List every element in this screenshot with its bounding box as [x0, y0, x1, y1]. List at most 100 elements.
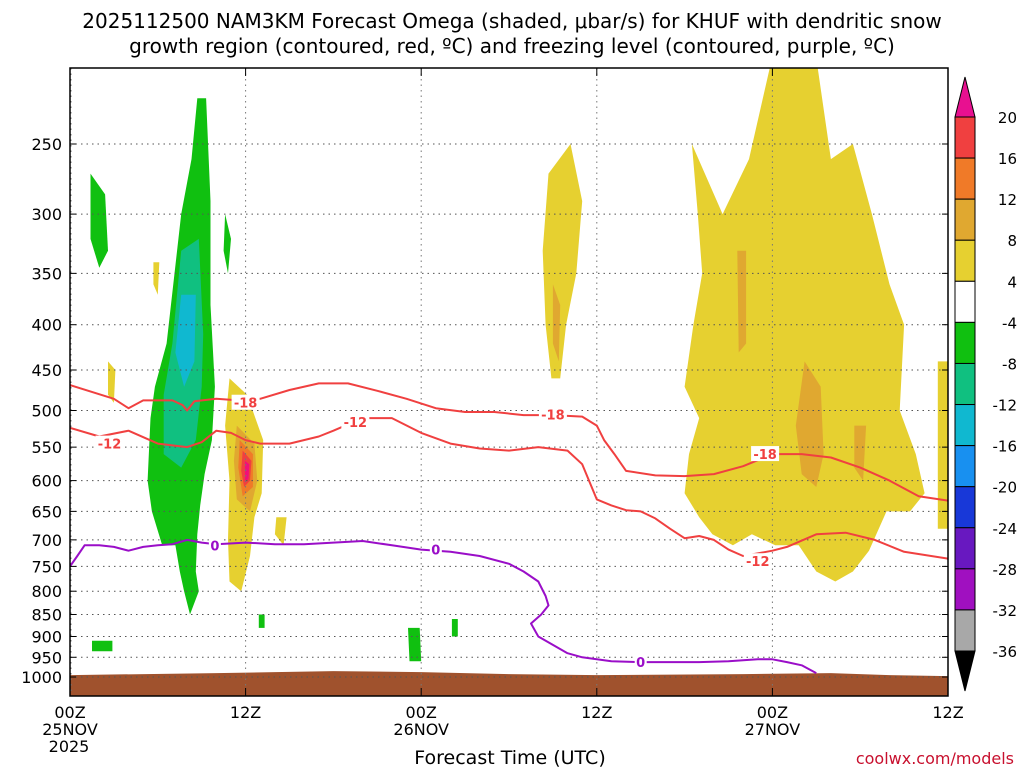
contour-label-4: -18 [753, 448, 777, 463]
contour-label-3: -18 [541, 408, 565, 423]
omega-region-yellow-blob-1 [108, 361, 116, 403]
y-tick-label-350: 350 [31, 264, 62, 283]
y-tick-label-450: 450 [31, 361, 62, 380]
omega-region-cyan-core [175, 294, 196, 387]
y-tick-label-900: 900 [31, 627, 62, 646]
colorbar-top-arrow [954, 76, 976, 118]
contour-label-bg-6 [208, 537, 221, 553]
chart-title-line-2: growth region (contoured, red, ºC) and f… [129, 34, 895, 58]
y-tick-label-600: 600 [31, 472, 62, 491]
plot-area: -18 -12 -12 -18 -18 -12 0 0 0 250 300 350 400 450 500… [21, 67, 964, 756]
colorbar-label-10: -24 [993, 520, 1018, 538]
colorbar-box-5 [954, 321, 976, 364]
contour-zero-line-freezing [70, 538, 817, 674]
omega-region-orange-mid-26nov [552, 284, 561, 362]
y-tick-label-400: 400 [31, 316, 62, 335]
contour-label-bg-7 [429, 541, 442, 557]
x-tick-label-48: 00Z [757, 703, 788, 722]
colorbar-box-0 [954, 116, 976, 159]
colorbar-box-2 [954, 198, 976, 241]
omega-region-green-low-3 [258, 614, 265, 628]
y-tick-label-750: 750 [31, 557, 62, 576]
x-tick-label-36: 12Z [581, 703, 612, 722]
omega-region-green-low-4 [451, 619, 458, 637]
terrain-layer [70, 671, 948, 696]
omega-region-green-low-2 [408, 627, 422, 662]
y-tick-label-550: 550 [31, 438, 62, 457]
y-axis-ticks: 250 300 350 400 450 500 550 600 650 700 750 800 850 9… [21, 135, 948, 687]
contour-label-8: 0 [636, 656, 645, 671]
plot-frame [69, 67, 949, 697]
colorbar-label-13: -36 [993, 643, 1018, 661]
contour-label-7: 0 [431, 544, 440, 559]
colorbar-label-0: 20 [998, 109, 1017, 127]
y-tick-label-800: 800 [31, 582, 62, 601]
contour-label-0: -18 [234, 397, 258, 412]
contour-label-bg-4 [751, 446, 780, 462]
colorbar-label-9: -20 [993, 479, 1018, 497]
contour-labels-layer: -18 -12 -12 -18 -18 -12 0 0 0 [95, 394, 780, 671]
colorbar-bottom-arrow [954, 650, 976, 692]
omega-region-yellow-big-27nov [684, 68, 925, 582]
colorbar-box-4 [954, 280, 976, 323]
contour-label-5: -12 [746, 555, 770, 570]
omega-shading-layer [90, 68, 948, 662]
omega-region-yellow-mid-26nov [542, 144, 583, 379]
colorbar-label-6: -8 [1002, 355, 1017, 373]
omega-region-orange-upper-27nov [737, 250, 747, 353]
colorbar: 20 16 12 8 4 -4 -8 -12 -16 -20 -24 -28 -32 -36 [954, 76, 1018, 692]
colorbar-label-12: -32 [993, 602, 1018, 620]
colorbar-label-3: 8 [1007, 232, 1017, 250]
x-tick-label-24: 00Z [406, 703, 437, 722]
colorbar-box-9 [954, 486, 976, 529]
x-tick-date-24: 26NOV [393, 720, 449, 739]
contour-label-bg-5 [743, 553, 772, 569]
y-tick-label-950: 950 [31, 648, 62, 667]
colorbar-label-4: 4 [1007, 273, 1017, 291]
colorbar-box-6 [954, 362, 976, 406]
colorbar-label-7: -12 [993, 397, 1018, 415]
terrain-fill [70, 671, 948, 696]
y-tick-label-300: 300 [31, 205, 62, 224]
contour-minus-12-line [70, 417, 948, 560]
omega-region-yellow-blob-2 [153, 262, 160, 295]
contour-label-bg-1 [95, 435, 124, 451]
colorbar-label-8: -16 [993, 438, 1018, 456]
contour-label-bg-3 [538, 406, 567, 422]
colorbar-box-8 [954, 445, 976, 488]
x-axis-label: Forecast Time (UTC) [414, 747, 605, 768]
grid-layer [70, 68, 948, 696]
x-tick-label-0: 00Z [54, 703, 85, 722]
y-tick-label-1000: 1000 [21, 668, 62, 687]
contour-label-bg-8 [634, 654, 647, 670]
y-tick-label-650: 650 [31, 502, 62, 521]
colorbar-box-3 [954, 239, 976, 282]
colorbar-label-1: 16 [998, 150, 1017, 168]
x-tick-label-12: 12Z [230, 703, 261, 722]
y-tick-label-250: 250 [31, 135, 62, 154]
omega-region-yellow-blob-3 [274, 517, 287, 546]
credit-text: coolwx.com/models [856, 749, 1014, 768]
x-tick-year-0: 2025 [49, 737, 90, 756]
colorbar-box-12 [954, 609, 976, 652]
x-tick-label-60: 12Z [932, 703, 963, 722]
chart-title-line-1: 2025112500 NAM3KM Forecast Omega (shaded… [82, 9, 941, 33]
omega-region-green-sliver [223, 214, 231, 274]
colorbar-box-1 [954, 157, 976, 200]
contour-label-2: -12 [344, 416, 368, 431]
y-tick-label-850: 850 [31, 606, 62, 625]
colorbar-label-11: -28 [993, 561, 1018, 579]
colorbar-box-7 [954, 404, 976, 447]
omega-region-yellow-edge-right [937, 361, 948, 529]
colorbar-label-5: -4 [1002, 314, 1017, 332]
contour-label-bg-2 [341, 413, 370, 429]
colorbar-label-2: 12 [998, 191, 1017, 209]
omega-region-green-low-1 [92, 640, 113, 652]
x-tick-date-48: 27NOV [745, 720, 801, 739]
contour-label-6: 0 [210, 539, 219, 554]
y-tick-label-500: 500 [31, 402, 62, 421]
contour-label-bg-0 [231, 394, 260, 410]
colorbar-box-11 [954, 568, 976, 611]
